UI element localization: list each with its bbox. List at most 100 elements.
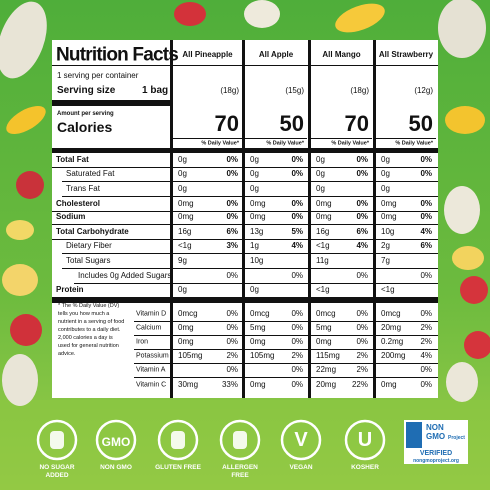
nutrition-label: Nutrition Facts 1 serving per container Se… <box>52 40 438 398</box>
daily-value: 0% <box>291 212 303 221</box>
daily-value: 6% <box>420 241 432 250</box>
amount: 30mg <box>178 380 199 389</box>
daily-value: 5% <box>291 227 303 236</box>
serving-weight: (12g) <box>414 86 433 95</box>
amount: 5mg <box>250 323 266 332</box>
amount: 0g <box>250 184 259 193</box>
vitamin-label: Vitamin C <box>136 381 167 389</box>
row-rule <box>52 211 438 212</box>
daily-value: 3% <box>226 241 238 250</box>
amount: <1g <box>316 285 330 294</box>
apple-chip <box>438 0 486 58</box>
amount: 0g <box>381 169 390 178</box>
daily-value: 0% <box>356 155 368 164</box>
amount: 0.2mg <box>381 337 404 346</box>
badge-icon <box>219 419 261 461</box>
daily-value: 2% <box>420 323 432 332</box>
nutrient-label: Dietary Fiber <box>66 241 112 250</box>
daily-value-header: % Daily Value* <box>395 140 433 147</box>
serving-weight: (18g) <box>220 86 239 95</box>
calories: 70 <box>214 111 239 136</box>
badge-label: VEGAN <box>289 464 313 471</box>
amount: 0g <box>178 285 187 294</box>
daily-value: 2% <box>291 351 303 360</box>
amount: 0g <box>316 169 325 178</box>
daily-value: 0% <box>291 199 303 208</box>
row-rule <box>134 335 438 336</box>
amount: 2g <box>381 241 390 250</box>
badge-icon <box>157 419 199 461</box>
thick-rule <box>52 148 438 153</box>
vitamin-label: Potassium <box>136 352 169 360</box>
amount: 10g <box>250 256 264 265</box>
column-divider <box>308 40 311 398</box>
row-rule <box>134 321 438 322</box>
daily-value: 0% <box>420 212 432 221</box>
daily-value: 0% <box>291 323 303 332</box>
amount: 0mg <box>178 212 194 221</box>
daily-value: 0% <box>291 169 303 178</box>
daily-value: 0% <box>356 169 368 178</box>
daily-value: 33% <box>221 380 238 389</box>
daily-value: 4% <box>291 241 303 250</box>
amount: 0mg <box>381 212 397 221</box>
daily-value: 0% <box>356 309 368 318</box>
nutrient-label: Total Sugars <box>66 256 111 265</box>
verified-text: Project <box>448 435 465 441</box>
thin-rule <box>311 138 372 139</box>
amount: 0mcg <box>178 309 198 318</box>
amount: 0g <box>381 155 390 164</box>
amount: 0mg <box>178 323 194 332</box>
strawberry <box>464 331 490 359</box>
amount: 0mg <box>316 199 332 208</box>
daily-value: 0% <box>226 199 238 208</box>
amount: 0mg <box>250 212 266 221</box>
daily-value: 0% <box>356 271 368 280</box>
amount: 0g <box>178 169 187 178</box>
daily-value: 0% <box>420 169 432 178</box>
amount: <1g <box>316 241 330 250</box>
apple-chip <box>446 362 478 402</box>
amount: 9g <box>178 256 187 265</box>
amount: 22mg <box>316 365 337 374</box>
vitamin-label: Vitamin A <box>136 366 166 374</box>
vitamin-label: Iron <box>136 338 149 346</box>
daily-value: 0% <box>420 271 432 280</box>
daily-value: 0% <box>420 365 432 374</box>
row-rule <box>62 181 438 182</box>
daily-value: 0% <box>420 199 432 208</box>
apple-chip <box>244 0 280 28</box>
amount: 0g <box>381 184 390 193</box>
nutrient-label: Sodium <box>56 212 86 221</box>
serving-size: 1 bag <box>142 85 169 96</box>
daily-value-header: % Daily Value* <box>266 140 304 147</box>
vitamin-label: Calcium <box>136 324 162 332</box>
daily-value: 0% <box>420 380 432 389</box>
pineapple <box>452 246 484 270</box>
badge-glyph <box>50 431 64 449</box>
daily-value: 6% <box>356 227 368 236</box>
daily-value-header: % Daily Value* <box>331 140 369 147</box>
amount: 0mcg <box>250 309 270 318</box>
badge-label: KOSHER <box>351 464 379 471</box>
daily-value: 0% <box>226 365 238 374</box>
badge-icon-text: U <box>358 429 372 451</box>
calories: 50 <box>408 111 433 136</box>
badge-glyph <box>233 431 247 449</box>
calories: 50 <box>279 111 304 136</box>
amount: 7g <box>381 256 390 265</box>
row-rule <box>52 167 438 168</box>
column-divider <box>170 40 173 398</box>
daily-value: 0% <box>356 199 368 208</box>
apple-chip <box>0 1 47 79</box>
amount: <1g <box>381 285 395 294</box>
calories-label: Calories <box>57 119 113 135</box>
pineapple <box>6 220 34 240</box>
servings: 1 serving per container <box>57 71 139 80</box>
amount: 20mg <box>316 380 337 389</box>
daily-value: 2% <box>356 365 368 374</box>
amount: 0mg <box>381 199 397 208</box>
daily-value: 0% <box>226 212 238 221</box>
footnote: * The % Daily Value (DV) tells you how m… <box>58 303 125 357</box>
badge-label: NON GMO <box>100 464 132 471</box>
